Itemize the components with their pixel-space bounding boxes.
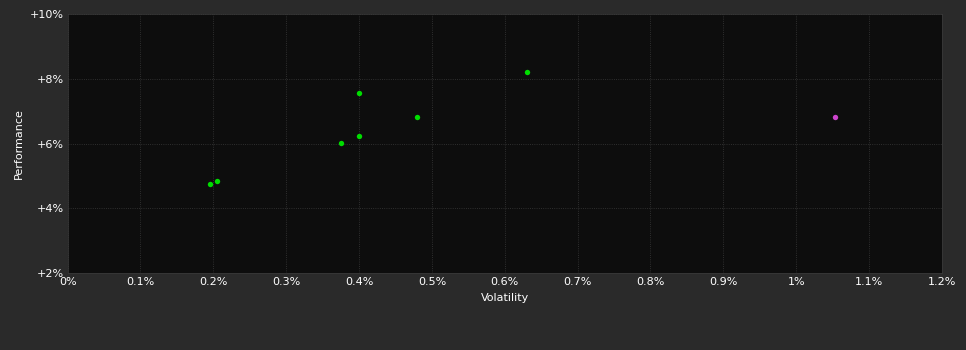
Point	[202, 181, 217, 187]
Point	[333, 140, 349, 146]
X-axis label: Volatility: Volatility	[481, 293, 528, 303]
Point	[210, 178, 225, 183]
Y-axis label: Performance: Performance	[14, 108, 24, 179]
Point	[827, 114, 842, 120]
Point	[519, 70, 534, 75]
Point	[410, 114, 425, 120]
Point	[352, 134, 367, 139]
Point	[352, 91, 367, 96]
